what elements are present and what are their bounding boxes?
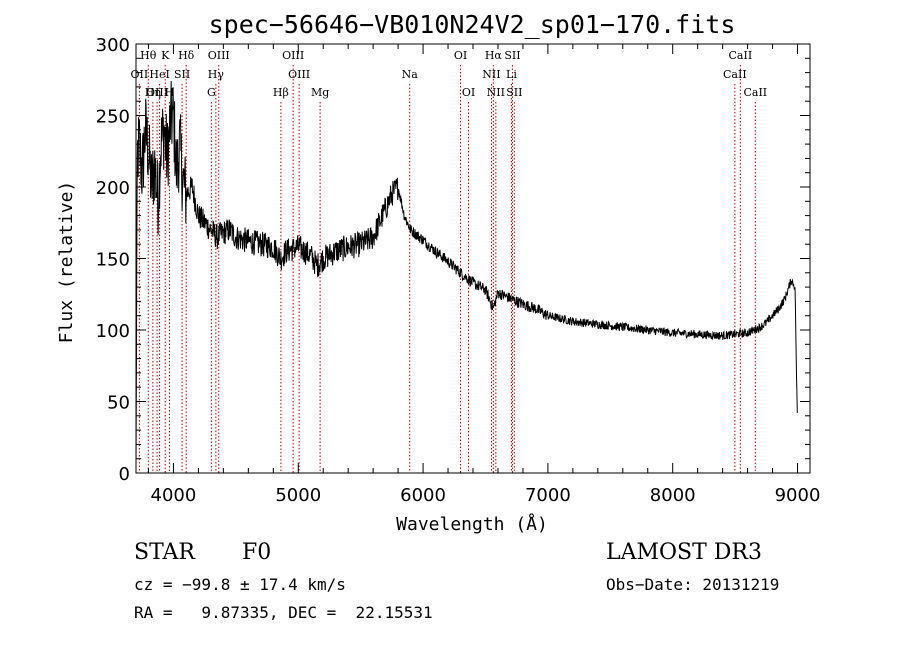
line-marker-label: Hβ (273, 86, 289, 99)
line-marker-label: OI (454, 49, 467, 62)
line-marker-label: Hθ (140, 49, 157, 62)
y-tick-label: 250 (96, 107, 130, 128)
line-marker-label: OIII (208, 49, 230, 62)
spectrum-line (135, 80, 798, 466)
line-marker-label: Hγ (208, 68, 225, 81)
line-marker-label: K (161, 49, 170, 62)
line-marker-label: NII (482, 68, 500, 81)
x-tick-label: 7000 (525, 485, 571, 506)
y-tick-label: 200 (96, 178, 130, 199)
line-marker-label: CaII (743, 86, 767, 99)
y-tick-label: 50 (107, 393, 130, 414)
line-marker-label: SII (174, 68, 190, 81)
line-marker-label: SII (506, 86, 522, 99)
y-tick-label: 0 (119, 464, 130, 485)
line-marker-label: CaII (729, 49, 753, 62)
y-axis: 0 50 100 150 200 250 300 (96, 35, 810, 485)
object-class: STAR (134, 540, 195, 565)
line-marker-label: OIII (146, 86, 168, 99)
line-marker-label: G (207, 86, 216, 99)
line-marker-label: Hδ (178, 49, 195, 62)
y-tick-label: 300 (96, 35, 130, 56)
line-marker-label: SII (504, 49, 520, 62)
survey-name: LAMOST DR3 (606, 540, 762, 565)
line-marker-label: Li (506, 68, 517, 81)
coordinates: RA = 9.87335, DEC = 22.15531 (134, 603, 433, 622)
line-marker-label: HeI (149, 68, 169, 81)
line-marker-label: H (165, 86, 175, 99)
line-marker-label: NII (487, 86, 505, 99)
object-subclass: F0 (242, 540, 272, 565)
x-tick-label: 9000 (775, 485, 821, 506)
line-marker-label: Hη (145, 86, 161, 99)
x-tick-label: 6000 (400, 485, 446, 506)
line-marker-label: OII (131, 68, 149, 81)
line-marker-label: OIII (282, 49, 304, 62)
y-tick-label: 150 (96, 250, 130, 271)
chart-title: spec−56646−VB010N24V2_sp01−170.fits (209, 10, 736, 39)
line-marker-label: CaII (723, 68, 747, 81)
x-axis: 4000 5000 6000 7000 8000 9000 (147, 44, 821, 506)
y-axis-label: Flux (relative) (56, 181, 77, 344)
spectrum-series (135, 80, 798, 466)
line-marker-label: OI (462, 86, 475, 99)
y-tick-label: 100 (96, 321, 130, 342)
line-marker-label: OIII (288, 68, 310, 81)
x-tick-label: 5000 (275, 485, 321, 506)
x-tick-label: 4000 (151, 485, 197, 506)
line-marker-label: Hα (485, 49, 503, 62)
observation-date: Obs−Date: 20131219 (606, 575, 780, 594)
redshift-readout: cz = −99.8 ± 17.4 km/s (134, 575, 346, 594)
x-tick-label: 8000 (650, 485, 696, 506)
x-axis-label: Wavelength (Å) (396, 513, 548, 535)
plot-frame (135, 43, 811, 474)
line-marker-label: Na (402, 68, 419, 81)
line-marker-label: Mg (311, 86, 329, 99)
